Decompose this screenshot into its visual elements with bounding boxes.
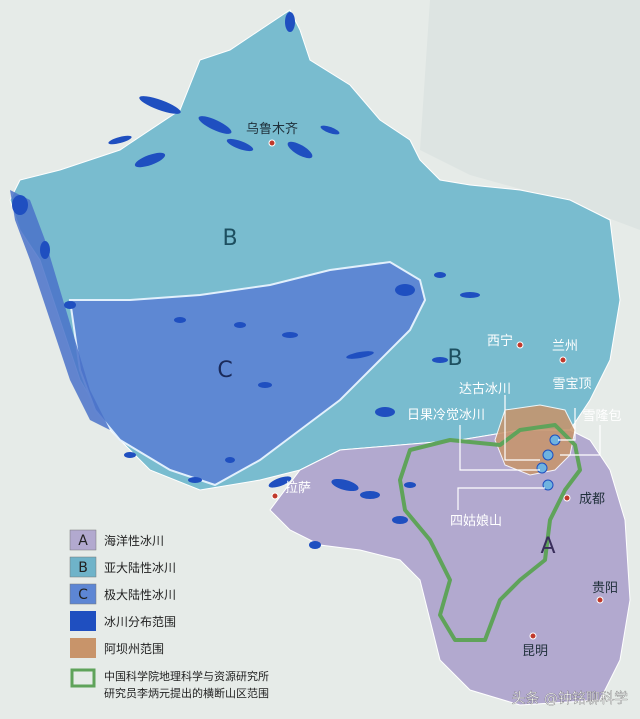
legend-label-aba: 阿坝州范围 [104,642,164,656]
city-dots [268,139,604,640]
city-label-xining: 西宁 [487,333,513,349]
zone-c-letter: C [217,358,232,383]
city-label-chengdu: 成都 [579,492,605,507]
watermark-text: 头条 @钟铭聊科学 [512,690,628,707]
city-label-lhasa: 拉萨 [285,481,311,496]
city-label-guiyang: 贵阳 [592,581,618,596]
legend-swatch-c [69,583,97,605]
label-xuebaoding: 雪宝顶 [552,377,591,392]
legend-symbol-b: B [78,560,88,576]
zone-b-south-letter: B [447,346,462,371]
glacier-patches [12,12,480,549]
label-dagu-glacier: 达古冰川 [459,382,511,397]
mongolia-terrain [420,0,640,230]
city-label-lanzhou: 兰州 [552,339,578,354]
legend-swatch-b [69,556,97,578]
legend-symbol-c: C [78,587,88,603]
label-siguniang-mountain: 四姑娘山 [450,514,502,529]
legend-swatch-glacier [70,611,96,631]
legend: A 海洋性冰川 B 亚大陆性冰川 C 极大陆性冰川 冰川分布范围 阿坝州范围 中… [69,529,269,700]
legend-swatch-a [69,529,97,551]
legend-label-glacier: 冰川分布范围 [104,615,176,629]
zone-b-north-letter: B [222,226,237,251]
legend-label-c: 极大陆性冰川 [104,587,176,602]
legend-symbol-a: A [78,533,88,549]
label-leader-lines [457,395,601,510]
aba-prefecture-region [494,404,576,476]
legend-label-a: 海洋性冰川 [104,533,164,548]
zone-c-region [68,260,427,487]
city-label-kunming: 昆明 [522,644,548,659]
legend-label-hengduan-line2: 研究员李炳元提出的横断山区范围 [104,686,269,700]
zone-c-west-band [10,190,110,430]
legend-swatch-hengduan [70,668,96,688]
label-xuelongbao: 雪隆包 [582,409,621,424]
zone-a-letter: A [540,534,555,559]
label-riguolengjue-glacier: 日果冷觉冰川 [407,408,485,423]
glacier-markers [536,434,561,491]
legend-label-b: 亚大陆性冰川 [104,560,176,575]
hengduan-boundary-line [398,423,582,642]
legend-swatch-aba [70,638,96,658]
legend-label-hengduan-line1: 中国科学院地理科学与资源研究所 [104,669,269,683]
city-label-urumqi: 乌鲁木齐 [246,121,298,137]
